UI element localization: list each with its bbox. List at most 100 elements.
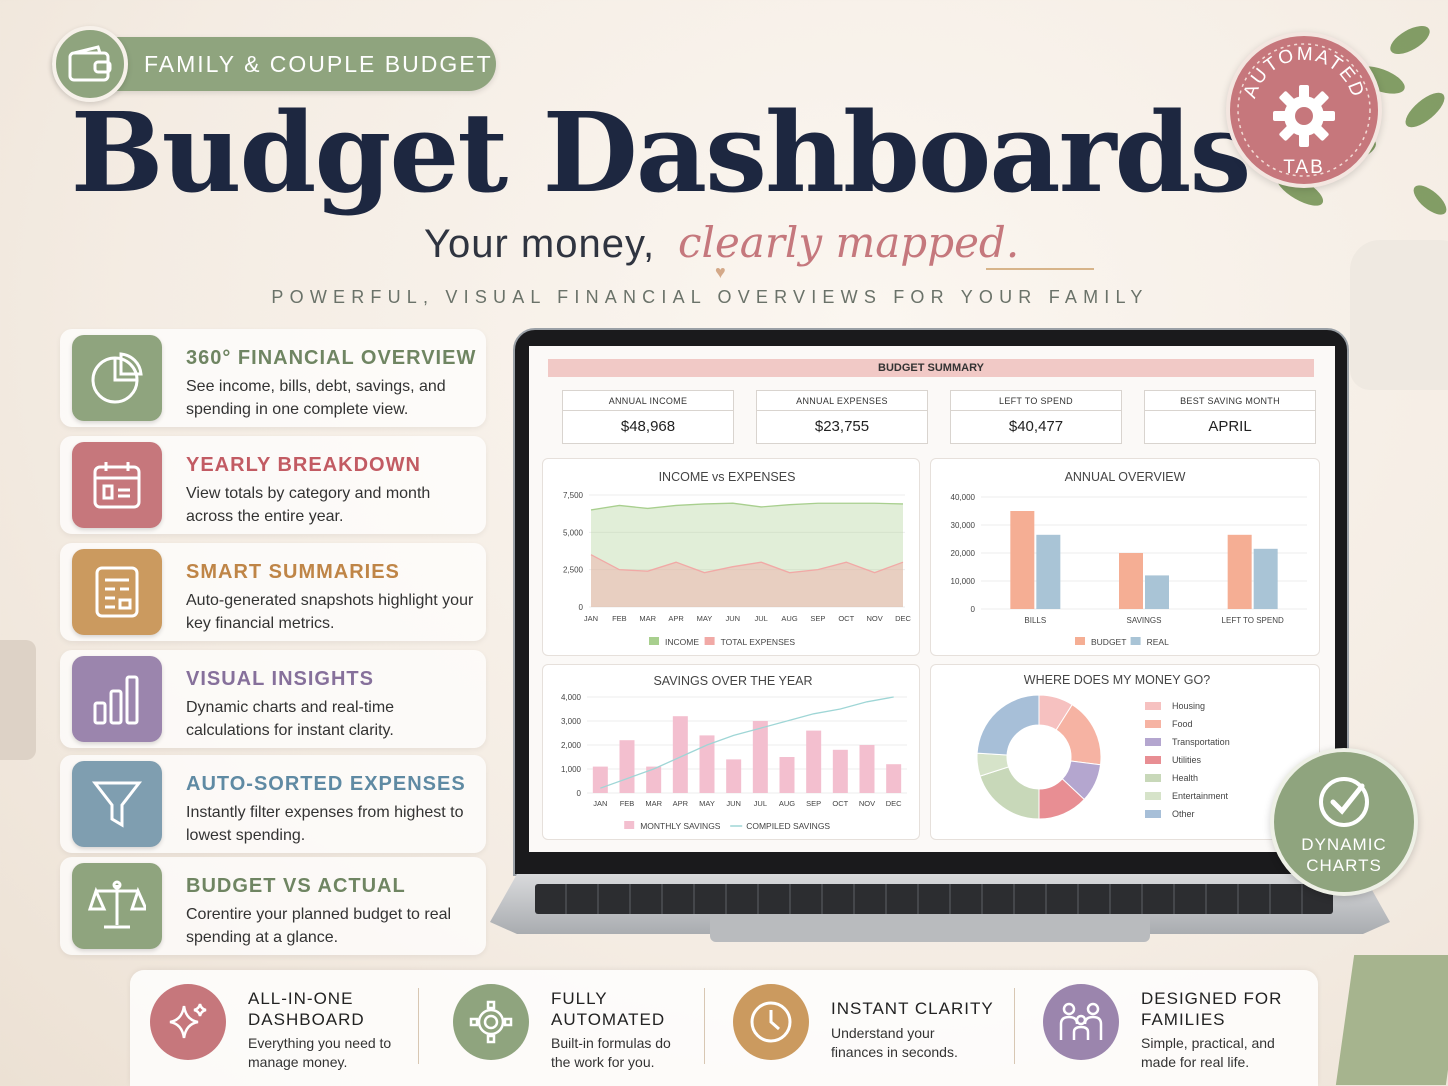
book-decor	[1335, 955, 1448, 1085]
legend-swatch	[1075, 637, 1085, 645]
feature-card-visual-insights: VISUAL INSIGHTS Dynamic charts and real-…	[60, 650, 486, 748]
bar-chart-icon	[72, 656, 162, 742]
benefit-all-in-one: ALL-IN-ONE DASHBOARD Everything you need…	[150, 984, 410, 1080]
y-tick-label: 2,500	[563, 566, 584, 575]
bar	[1145, 575, 1169, 609]
annual-overview-panel: ANNUAL OVERVIEW 0 10,000 20,000 30,000 40,000…	[930, 458, 1320, 656]
family-icon	[1043, 984, 1119, 1060]
money-go-chart: WHERE DOES MY MONEY GO? Housing Food Transp…	[976, 673, 1230, 820]
income-expenses-panel: INCOME vs EXPENSES 0 2,500 5,000 7,500 JAN FEB…	[542, 458, 920, 656]
bar	[832, 749, 848, 793]
mug-decor	[0, 640, 36, 760]
bar	[1010, 511, 1035, 609]
x-tick-label: AUG	[779, 799, 795, 808]
y-tick-label: 7,500	[563, 491, 584, 500]
benefit-automated: FULLY AUTOMATED Built-in formulas do the…	[453, 984, 693, 1080]
benefit-title: DESIGNED FOR FAMILIES	[1141, 989, 1283, 1029]
stamp-bottom-text: TAB	[1283, 157, 1325, 178]
legend-swatch	[1145, 720, 1161, 728]
feature-desc: Auto-generated snapshots highlight your …	[186, 592, 474, 632]
kpi-value: $48,968	[620, 418, 676, 435]
line-series	[590, 554, 904, 574]
feature-title: 360° FINANCIAL OVERVIEW	[186, 347, 477, 369]
x-tick-label: JUL	[755, 614, 768, 623]
scale-icon	[72, 863, 162, 949]
wallet-icon	[52, 26, 128, 102]
bar	[1036, 534, 1061, 609]
x-tick-label: JUN	[726, 614, 741, 623]
heart-icon: ♥	[715, 262, 726, 282]
legend-label: Utilities	[1172, 755, 1202, 765]
legend-label: Housing	[1172, 701, 1205, 711]
checklist-icon	[72, 549, 162, 635]
legend-swatch	[1145, 738, 1161, 746]
dynamic-charts-badge: DYNAMIC CHARTS	[1270, 748, 1418, 896]
line-series	[590, 502, 904, 511]
kpi-best-saving-month: BEST SAVING MONTH APRIL	[1144, 390, 1316, 444]
x-tick-label: JAN	[593, 799, 607, 808]
kpi-label: ANNUAL INCOME	[563, 391, 733, 411]
x-tick-label: OCT	[832, 799, 848, 808]
x-tick-label: FEB	[620, 799, 635, 808]
y-tick-label: 1,000	[561, 765, 582, 774]
page-title: Budget Dashboards	[70, 88, 1252, 217]
x-tick-label: JAN	[584, 614, 598, 623]
legend-label: Transportation	[1172, 737, 1230, 747]
benefit-desc: Everything you need to manage money.	[248, 1035, 392, 1070]
x-tick-label: BILLS	[1024, 616, 1046, 625]
legend-label: COMPILED SAVINGS	[746, 821, 830, 831]
legend-label: Health	[1172, 773, 1198, 783]
bar	[1253, 548, 1278, 609]
kpi-value: $23,755	[814, 418, 870, 435]
legend-swatch	[704, 637, 715, 645]
x-tick-label: SAVINGS	[1127, 616, 1162, 625]
legend-label: Other	[1172, 809, 1195, 819]
y-tick-label: 0	[577, 789, 582, 798]
x-tick-label: MAR	[639, 614, 656, 623]
feature-desc: Corentire your planned budget to real sp…	[186, 906, 452, 946]
y-tick-label: 10,000	[951, 577, 976, 586]
y-tick-label: 4,000	[561, 693, 582, 702]
y-tick-label: 2,000	[561, 741, 582, 750]
bar	[806, 730, 822, 793]
benefit-title: ALL-IN-ONE DASHBOARD	[248, 989, 365, 1029]
benefits-bar	[130, 970, 1318, 1086]
pie-chart-icon	[72, 335, 162, 421]
feature-card-yearly-breakdown: YEARLY BREAKDOWN View totals by category…	[60, 436, 486, 534]
tagline: POWERFUL, VISUAL FINANCIAL OVERVIEWS FOR…	[271, 287, 1149, 307]
automated-tab-stamp: AUTOMATED TAB	[1226, 32, 1382, 188]
feature-title: SMART SUMMARIES	[186, 561, 400, 583]
x-tick-label: NOV	[867, 614, 883, 623]
x-tick-label: JUN	[726, 799, 741, 808]
y-tick-label: 20,000	[951, 549, 976, 558]
money-go-panel: WHERE DOES MY MONEY GO? Housing Food Transp…	[930, 664, 1320, 840]
legend-label: REAL	[1147, 637, 1169, 647]
x-tick-label: OCT	[838, 614, 854, 623]
feature-card-smart-summaries: SMART SUMMARIES Auto-generated snapshots…	[60, 543, 486, 641]
bar	[1119, 553, 1143, 609]
chart-title: SAVINGS OVER THE YEAR	[653, 674, 812, 688]
x-tick-label: NOV	[859, 799, 875, 808]
legend-swatch	[1145, 702, 1161, 710]
feature-card-budget-vs-actual: BUDGET VS ACTUAL Corentire your planned …	[60, 857, 486, 955]
y-tick-label: 3,000	[561, 717, 582, 726]
legend-label: INCOME	[665, 637, 699, 647]
bar	[859, 745, 875, 793]
benefit-title: FULLY AUTOMATED	[551, 989, 666, 1029]
x-tick-label: MAY	[699, 799, 715, 808]
clock-icon	[733, 984, 809, 1060]
benefit-desc: Built-in formulas do the work for you.	[551, 1035, 671, 1070]
kpi-value: $40,477	[1008, 418, 1064, 435]
pie-slice	[979, 766, 1040, 820]
legend-label: Entertainment	[1172, 791, 1229, 801]
bar	[699, 735, 715, 793]
legend-label: TOTAL EXPENSES	[721, 637, 796, 647]
x-tick-label: DEC	[886, 799, 902, 808]
bar	[592, 766, 608, 793]
y-tick-label: 0	[579, 603, 584, 612]
income-expenses-chart: INCOME vs EXPENSES 0 2,500 5,000 7,500 JAN FEB…	[563, 470, 912, 647]
savings-panel: SAVINGS OVER THE YEAR 0 1,000 2,000 3,000 4,0…	[542, 664, 920, 840]
benefit-instant-clarity: INSTANT CLARITY Understand your finances…	[733, 984, 993, 1080]
gear-icon	[453, 984, 529, 1060]
legend-label: BUDGET	[1091, 637, 1126, 647]
